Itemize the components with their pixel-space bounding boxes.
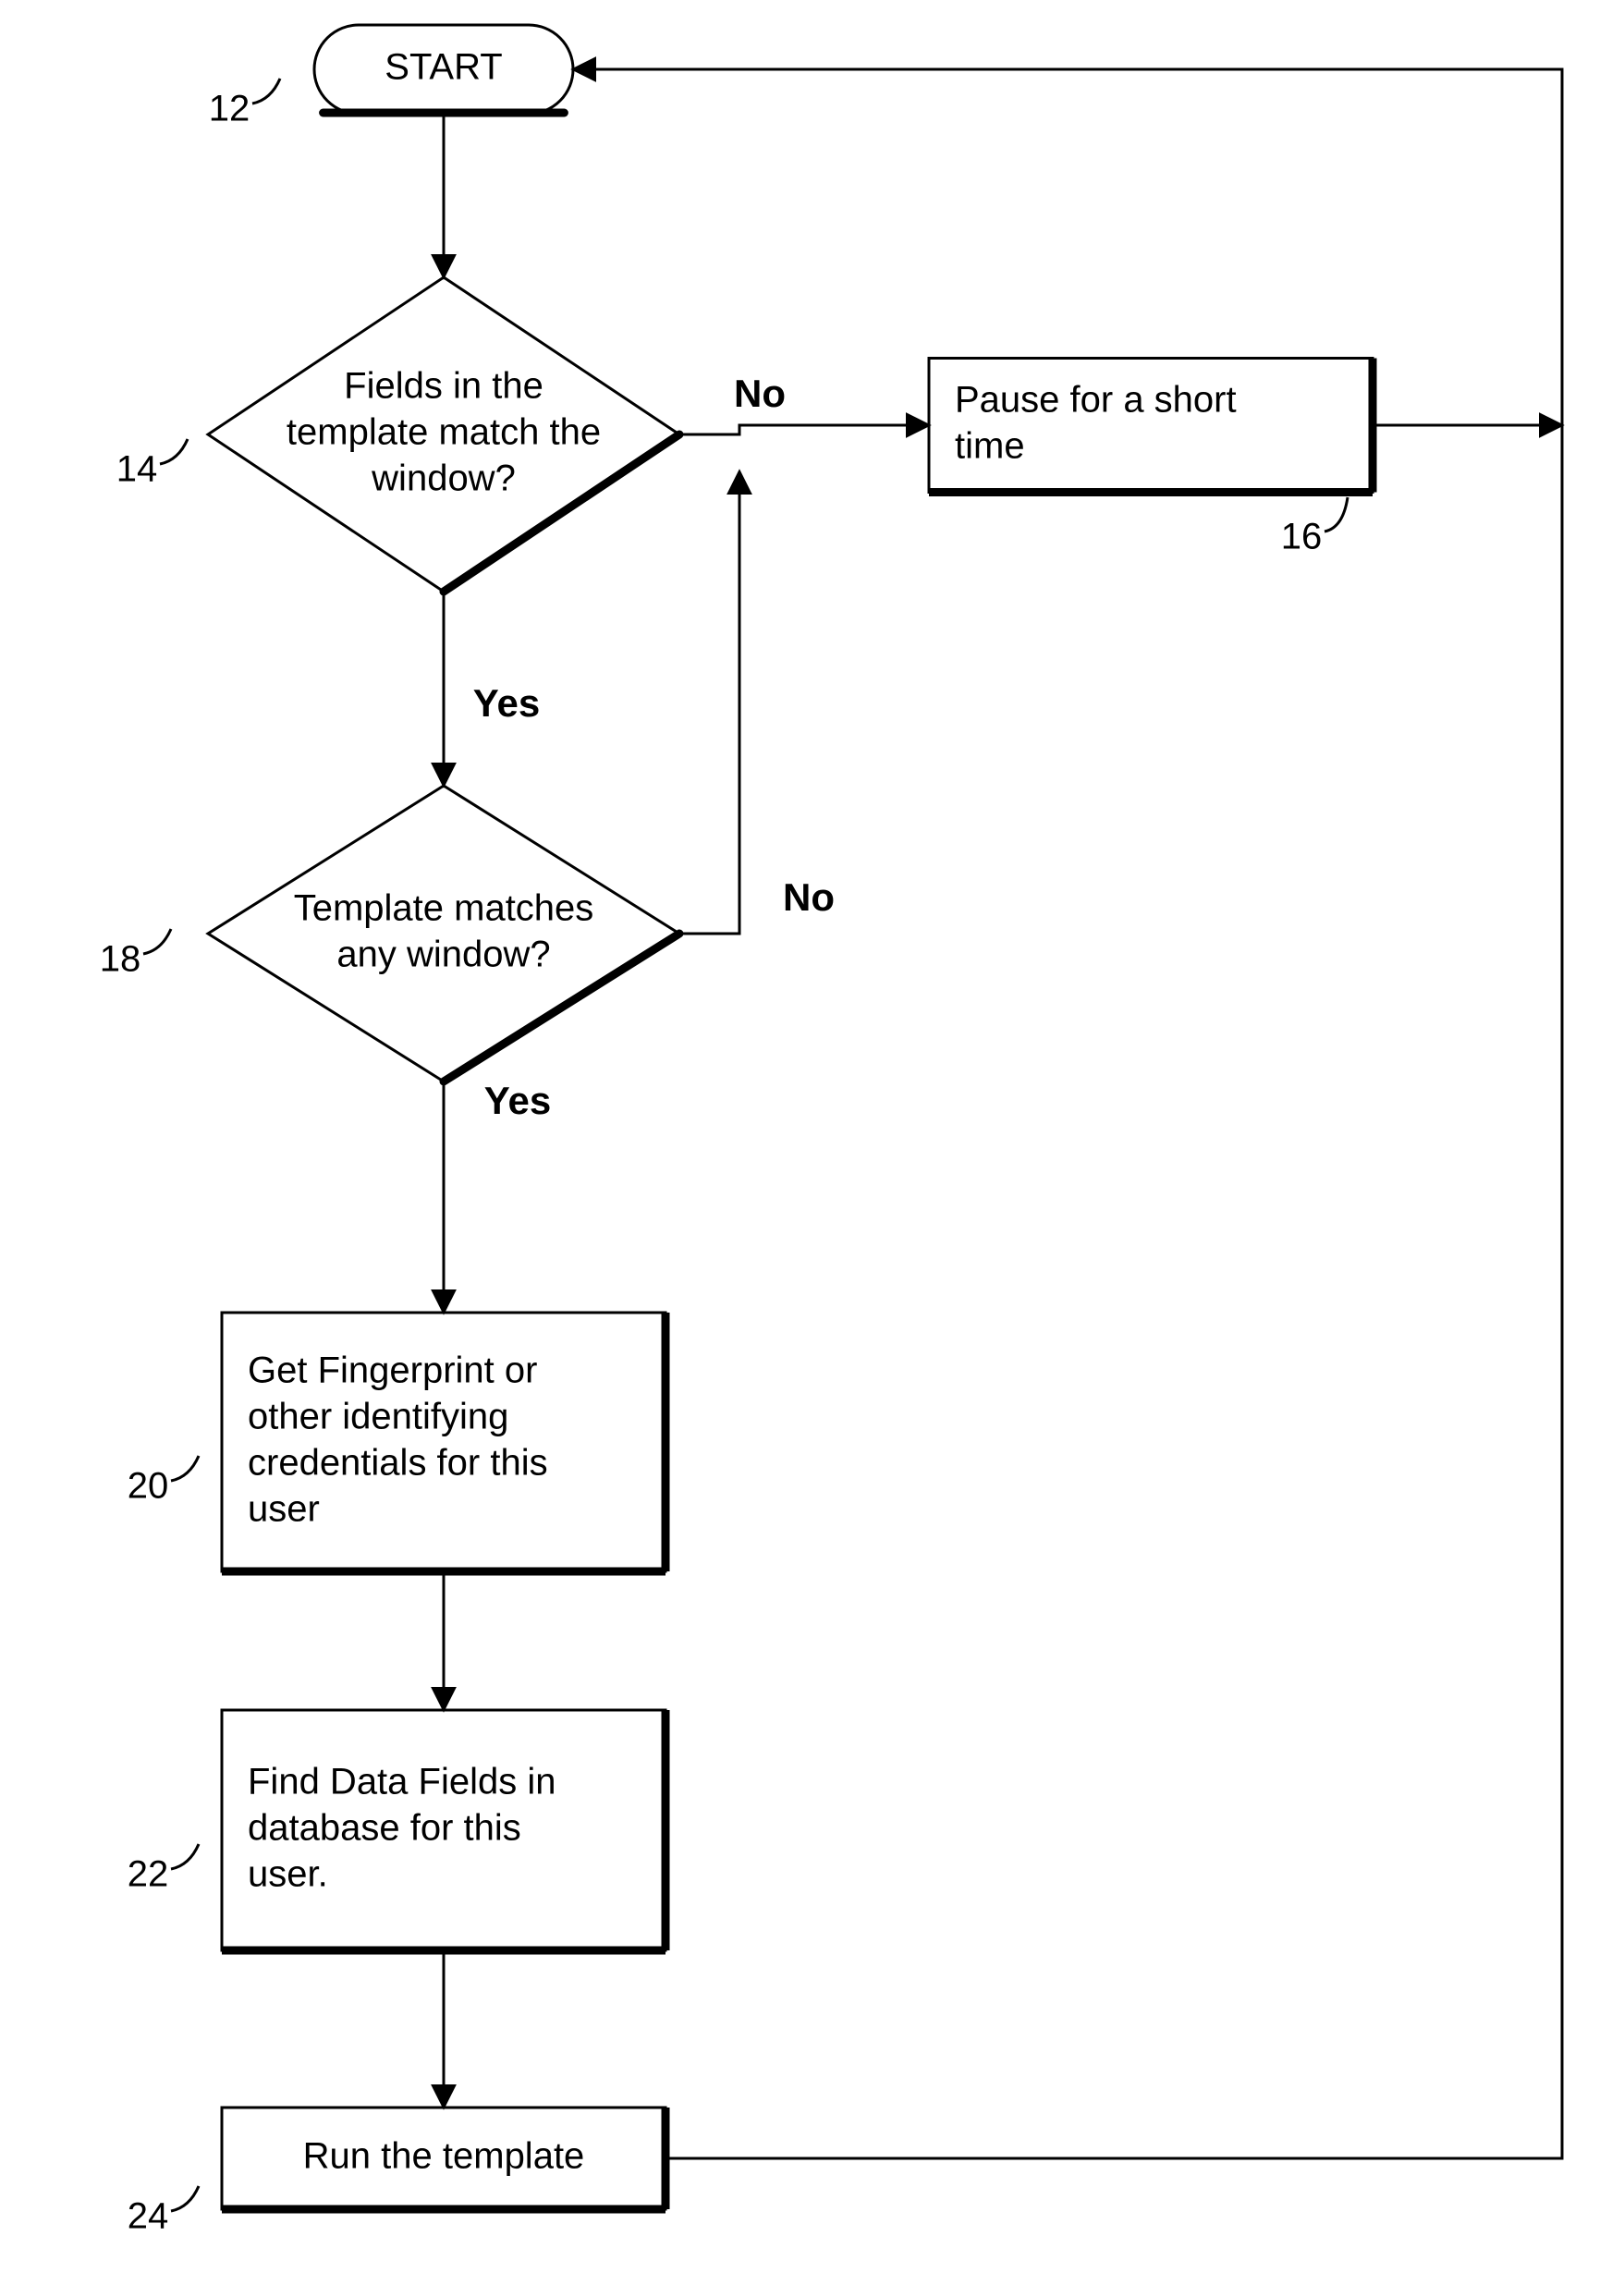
node-text: Template matches xyxy=(294,888,594,929)
ref-hook xyxy=(252,79,280,104)
node-text: Fields in the xyxy=(344,366,543,407)
node-text: Run the template xyxy=(303,2136,585,2177)
ref-number: 24 xyxy=(128,2196,169,2237)
node-text: Get Fingerprint or xyxy=(248,1350,537,1391)
node-text: time xyxy=(955,426,1025,467)
ref-hook xyxy=(143,929,171,954)
edge-label-no: No xyxy=(783,875,835,919)
ref-hook xyxy=(171,2186,199,2211)
node-text: Find Data Fields in xyxy=(248,1762,556,1802)
edge-label-yes: Yes xyxy=(484,1079,551,1122)
ref-hook xyxy=(160,439,188,464)
ref-hook xyxy=(1325,497,1348,532)
node-text: database for this xyxy=(248,1808,521,1849)
node-text: Pause for a short xyxy=(955,380,1237,421)
ref-number: 12 xyxy=(209,89,250,129)
ref-number: 14 xyxy=(116,449,158,490)
ref-hook xyxy=(171,1844,199,1869)
ref-hook xyxy=(171,1456,199,1481)
ref-number: 18 xyxy=(100,939,141,980)
node-text: START xyxy=(385,47,502,88)
ref-number: 22 xyxy=(128,1854,169,1895)
edge-label-no: No xyxy=(734,372,786,415)
ref-number: 20 xyxy=(128,1466,169,1507)
edge-label-yes: Yes xyxy=(473,681,540,725)
node-text: user. xyxy=(248,1854,328,1895)
ref-number: 16 xyxy=(1281,517,1323,557)
node-text: window? xyxy=(371,458,516,499)
node-text: template match the xyxy=(287,412,601,453)
node-text: other identifying xyxy=(248,1397,508,1437)
node-text: user xyxy=(248,1489,320,1530)
node-text: credentials for this xyxy=(248,1443,548,1484)
node-text: any window? xyxy=(336,935,550,975)
